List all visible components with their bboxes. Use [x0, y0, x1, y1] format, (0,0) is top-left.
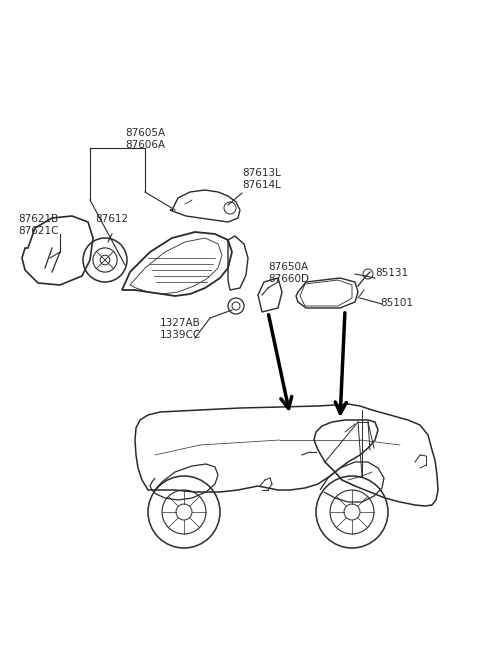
Text: 87605A
87606A: 87605A 87606A [125, 128, 165, 150]
Text: 85131: 85131 [375, 268, 408, 278]
Text: 85101: 85101 [380, 298, 413, 308]
Text: 87650A
87660D: 87650A 87660D [268, 262, 309, 285]
Text: 87613L
87614L: 87613L 87614L [242, 168, 281, 190]
Text: 1327AB
1339CC: 1327AB 1339CC [160, 318, 201, 340]
Text: 87621B
87621C: 87621B 87621C [18, 214, 59, 236]
Text: 87612: 87612 [95, 214, 128, 224]
